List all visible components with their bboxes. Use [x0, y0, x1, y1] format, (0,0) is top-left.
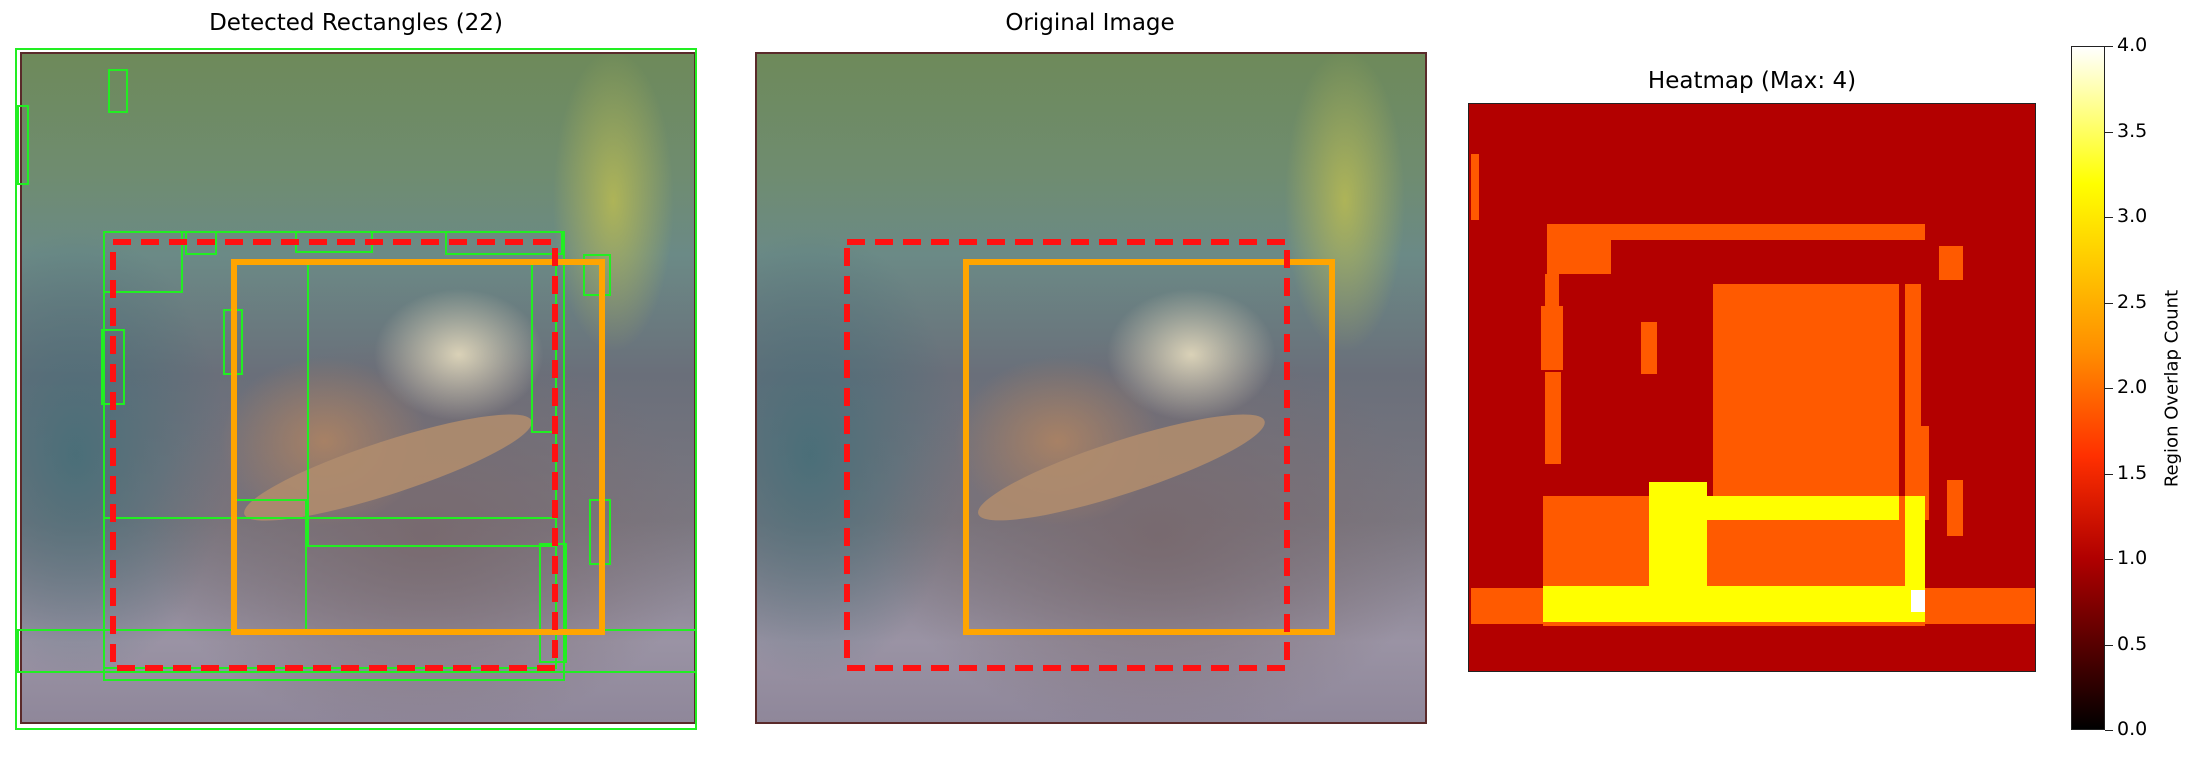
heat-cell [1471, 154, 1479, 220]
original-image [755, 52, 1427, 724]
colorbar [2071, 46, 2105, 730]
detected-box [108, 69, 128, 113]
colorbar-tick-label: 0.5 [2117, 632, 2148, 655]
heat-cell [1713, 284, 1899, 520]
detected-box [445, 231, 563, 255]
heat-cell [1641, 322, 1657, 374]
detected-box [103, 231, 183, 293]
detected-rectangles-image [20, 52, 696, 724]
colorbar-tick-mark [2105, 388, 2113, 389]
original-image-title: Original Image [1005, 10, 1175, 36]
heat-cell [1543, 586, 1925, 622]
colorbar-tick-mark [2105, 217, 2113, 218]
heat-cell [1947, 480, 1963, 536]
colorbar-tick-mark [2105, 730, 2113, 731]
heat-cell [1939, 246, 1963, 280]
heatmap [1468, 103, 2036, 672]
colorbar-tick-label: 2.5 [2117, 290, 2148, 313]
colorbar-tick-label: 4.0 [2117, 34, 2148, 56]
colorbar-tick-mark [2105, 559, 2113, 560]
colorbar-tick-label: 1.0 [2117, 547, 2148, 569]
colorbar-tick-mark [2105, 302, 2113, 304]
heat-cell [1541, 306, 1563, 370]
detected-box [583, 254, 611, 296]
solid-box [963, 259, 1335, 635]
colorbar-tick-label: 1.5 [2117, 461, 2148, 484]
colorbar-tick-mark [2105, 46, 2113, 47]
colorbar-tick-label: 3.5 [2117, 119, 2148, 142]
heat-cell [1649, 482, 1707, 586]
heat-cell [1545, 274, 1559, 306]
detected-box [17, 105, 29, 185]
colorbar-tick-label: 0.0 [2117, 718, 2148, 740]
heat-cell [1905, 496, 1925, 600]
heatmap-title: Heatmap (Max: 4) [1647, 68, 1857, 94]
colorbar-label: Region Overlap Count [2161, 289, 2183, 488]
dashed-box [110, 239, 558, 671]
detected-box [15, 48, 697, 730]
colorbar-tick-label: 3.0 [2117, 205, 2148, 227]
heat-cell [1767, 224, 1829, 240]
colorbar-tick-mark [2105, 473, 2113, 475]
colorbar-tick-label: 2.0 [2117, 376, 2148, 398]
heat-cell [1545, 372, 1561, 464]
colorbar-tick-mark [2105, 644, 2113, 646]
heat-cell [1641, 224, 1767, 240]
solid-box [231, 259, 605, 635]
colorbar-tick-mark [2105, 131, 2113, 133]
detected-rectangles-title: Detected Rectangles (22) [209, 10, 503, 36]
heat-cell-max [1911, 590, 1925, 612]
heat-cell [1829, 224, 1925, 240]
heat-cell [1611, 224, 1641, 240]
heatmap-cells [1471, 154, 2035, 626]
heat-cell [1707, 496, 1899, 520]
dashed-box [844, 239, 1290, 671]
heat-cell [1547, 224, 1611, 274]
